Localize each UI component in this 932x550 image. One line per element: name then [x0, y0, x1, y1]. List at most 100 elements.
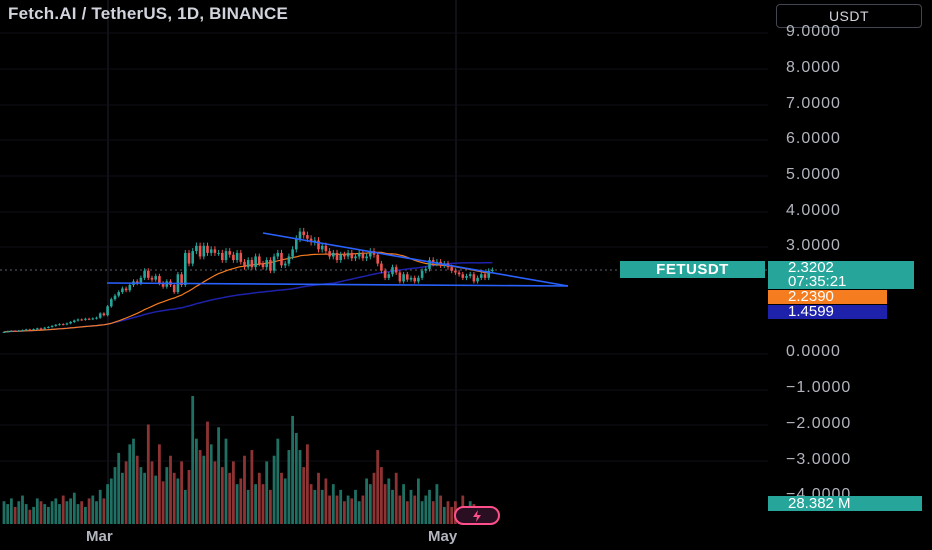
candle-body [283, 263, 287, 266]
candle-body [417, 277, 420, 282]
volume-bar [298, 450, 302, 524]
volume-bar [165, 467, 169, 524]
candle-body [50, 325, 54, 327]
volume-bar [254, 484, 257, 524]
candle-body [195, 245, 198, 252]
candle-body [317, 240, 320, 250]
volume-bar [420, 501, 424, 524]
volume-bar [113, 467, 117, 524]
candle-body [306, 235, 309, 239]
volume-bar [224, 438, 228, 524]
volume-bar [95, 501, 98, 524]
candle-body [28, 329, 32, 331]
volume-bar [450, 506, 454, 524]
volume-bar [246, 489, 250, 524]
candle-body [402, 274, 405, 282]
volume-bar [328, 495, 331, 524]
currency-button[interactable]: USDT [776, 4, 922, 28]
volume-bar [132, 438, 135, 524]
candle-body [21, 330, 24, 332]
candle-body [87, 318, 91, 320]
volume-bar [239, 478, 243, 524]
volume-bar [291, 415, 294, 524]
flash-button[interactable] [454, 506, 500, 525]
candle-body [91, 318, 95, 320]
chart-grid [0, 0, 768, 520]
countdown: 07:35:21 [788, 273, 847, 290]
volume-bar [50, 501, 54, 524]
candle-body [243, 261, 246, 268]
candle-body [413, 277, 416, 282]
volume-bar [324, 478, 328, 524]
candle-body [265, 260, 268, 268]
candle-body [246, 260, 250, 268]
candle-body [172, 284, 176, 293]
candle-body [150, 277, 154, 280]
candle-body [472, 274, 476, 282]
candle-body [121, 288, 124, 293]
volume-bar [17, 501, 21, 524]
volume-bar [32, 506, 35, 524]
volume-bar [2, 501, 6, 524]
candle-body [302, 231, 305, 236]
candle-body [350, 252, 354, 259]
volume-bar [361, 495, 365, 524]
candle-body [143, 270, 146, 278]
volume-bar [135, 455, 139, 524]
volume-bar [405, 501, 409, 524]
volume-bar [439, 495, 442, 524]
candle-body [354, 256, 357, 259]
candle-body [139, 277, 143, 284]
volume-bar [302, 467, 306, 524]
price-tick: 6.0000 [786, 130, 841, 147]
volume-bar [380, 467, 383, 524]
candle-body [261, 263, 265, 268]
candle-body [324, 245, 328, 252]
volume-bar [169, 455, 172, 524]
time-tick-mar: Mar [86, 528, 113, 545]
candle-body [383, 270, 387, 278]
candle-body [409, 277, 413, 280]
volume-bar [365, 478, 368, 524]
volume-bar [65, 501, 69, 524]
volume-bar [398, 495, 402, 524]
volume-bar [47, 506, 50, 524]
volume-bar [413, 495, 417, 524]
candle-body [491, 270, 494, 272]
candle-body [154, 276, 157, 280]
candle-body [206, 245, 209, 253]
candle-body [487, 270, 490, 278]
candle-body [2, 331, 6, 333]
candle-body [124, 288, 128, 291]
volume-bar [309, 484, 313, 524]
volume-bar [202, 455, 206, 524]
volume-bar [387, 478, 391, 524]
volume-bar [428, 489, 431, 524]
candle-body [47, 326, 50, 328]
volume-bar [91, 495, 95, 524]
candle-body [217, 252, 220, 254]
volume-bar [146, 424, 150, 524]
volume-bar [357, 501, 361, 524]
candle-body [361, 252, 365, 259]
candle-body [117, 292, 120, 296]
volume-bar [84, 506, 87, 524]
volume-bar [10, 498, 13, 524]
volume-bars [2, 396, 494, 524]
volume-bar [191, 396, 195, 524]
candle-body [32, 329, 35, 331]
candle-body [61, 324, 65, 326]
volume-bar [98, 489, 102, 524]
volume-bar [435, 484, 439, 524]
candle-body [13, 330, 17, 332]
volume-bar [313, 489, 317, 524]
volume-bar [43, 504, 47, 524]
trendlines [106, 232, 569, 287]
volume-bar [158, 444, 161, 524]
volume-bar [339, 489, 343, 524]
volume-bar [417, 478, 420, 524]
price-tick: −3.0000 [786, 451, 852, 468]
candle-body [398, 272, 402, 282]
candle-body [406, 274, 409, 280]
